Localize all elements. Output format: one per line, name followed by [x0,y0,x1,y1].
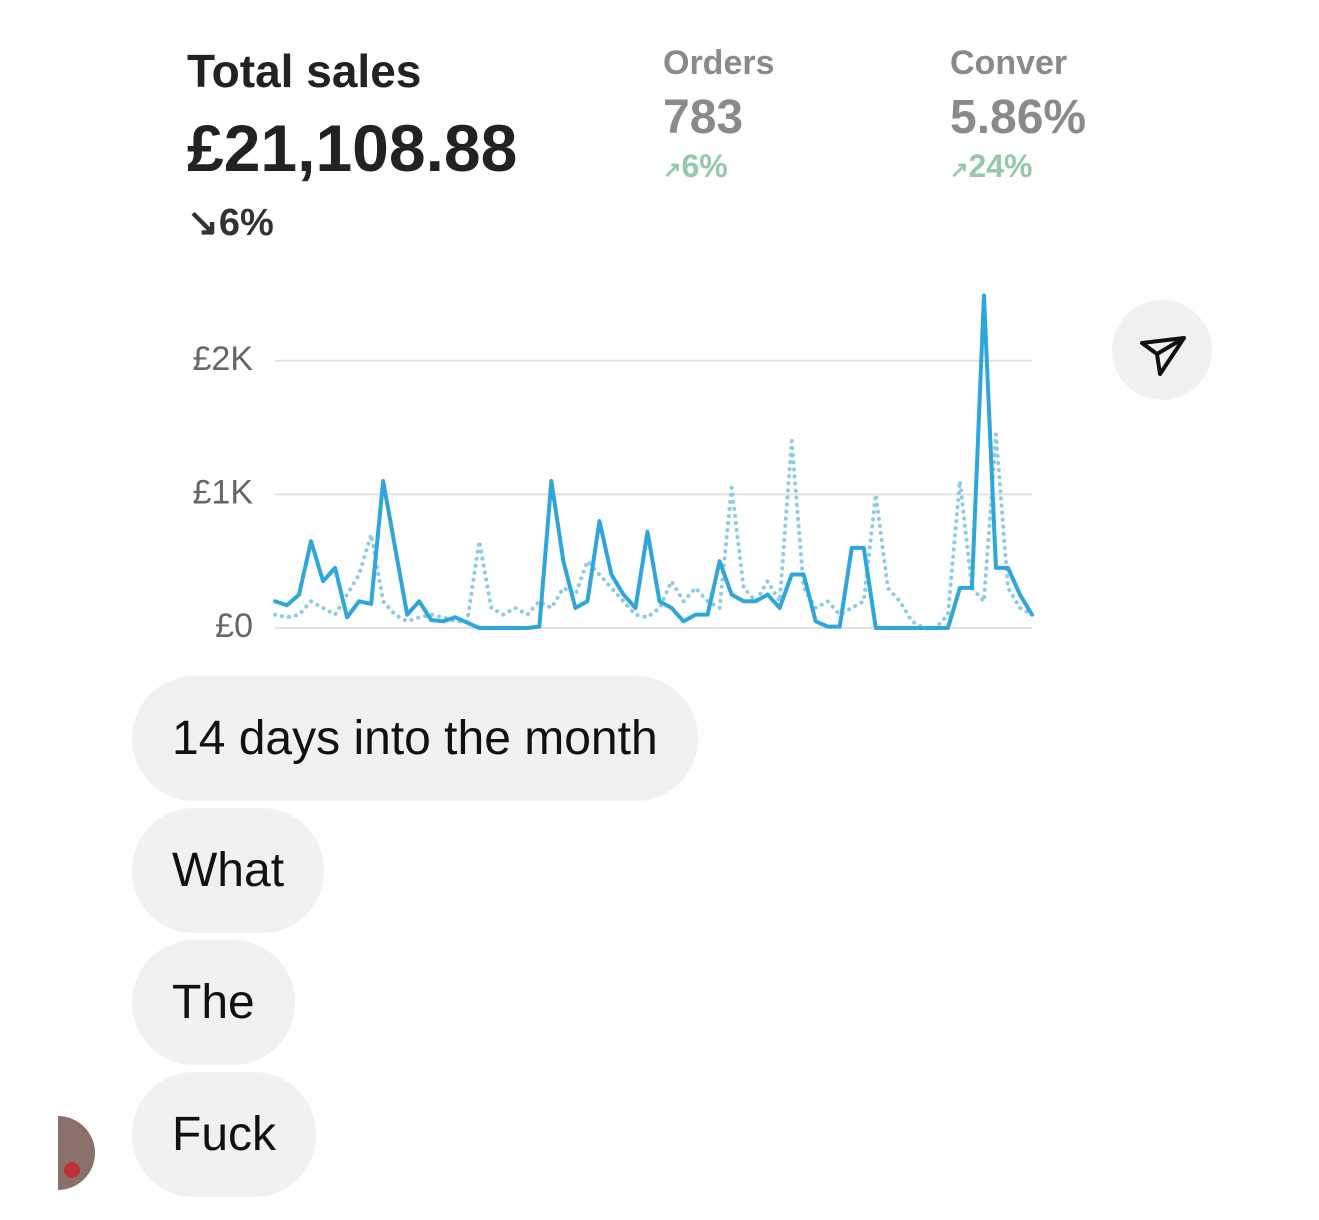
message-bubble: What [132,808,325,933]
y-tick-label: £1K [193,473,254,511]
change-value: 24% [968,148,1033,184]
y-tick-label: £0 [215,607,253,645]
message-bubble: 14 days into the month [132,676,698,801]
metric-change: ↗6% [663,148,728,185]
metric-change: ↗24% [950,148,1032,185]
arrow-icon: ↗ [663,157,682,182]
change-value: 6% [218,202,274,244]
message-bubble: The [132,940,295,1065]
share-button[interactable] [1112,300,1212,400]
metric-label: Conver [950,44,1068,82]
message-bubble: Fuck [132,1072,317,1197]
change-value: 6% [681,148,728,184]
arrow-icon: ↘ [187,202,219,244]
total-sales: £21,108.88 [187,111,518,185]
metric-value: 5.86% [950,91,1087,144]
avatar [58,1116,95,1190]
send-icon[interactable] [1140,336,1186,376]
avatar-image [58,1116,95,1190]
total-change: ↘6% [187,200,274,245]
y-tick-label: £2K [193,340,254,378]
metric-label: Orders [663,44,775,82]
card-title: Total sales [187,45,422,97]
metric-value: 783 [663,91,744,144]
series-line [273,432,1034,630]
arrow-icon: ↗ [950,157,969,182]
series-line [273,293,1034,630]
avatar-detail [64,1162,80,1178]
chart: £0 £1K £2K [193,293,1212,645]
